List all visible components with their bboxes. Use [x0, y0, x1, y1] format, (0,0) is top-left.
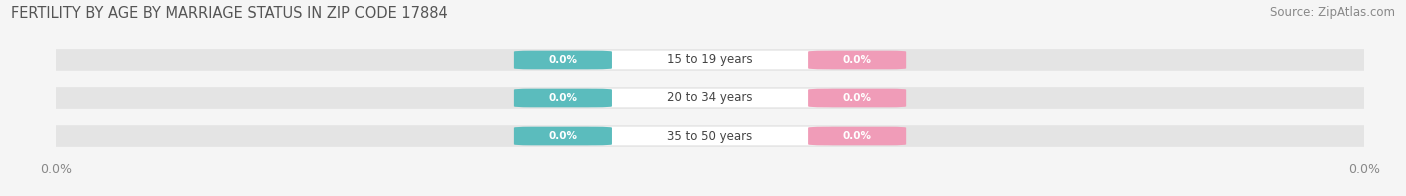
Text: 0.0%: 0.0% — [548, 131, 578, 141]
Text: 0.0%: 0.0% — [842, 55, 872, 65]
FancyBboxPatch shape — [513, 89, 612, 107]
FancyBboxPatch shape — [39, 49, 1381, 71]
FancyBboxPatch shape — [808, 51, 907, 69]
FancyBboxPatch shape — [582, 89, 838, 107]
Text: 0.0%: 0.0% — [842, 93, 872, 103]
FancyBboxPatch shape — [808, 89, 907, 107]
Text: 20 to 34 years: 20 to 34 years — [668, 92, 752, 104]
FancyBboxPatch shape — [513, 127, 612, 145]
Text: Source: ZipAtlas.com: Source: ZipAtlas.com — [1270, 6, 1395, 19]
FancyBboxPatch shape — [39, 125, 1381, 147]
Text: FERTILITY BY AGE BY MARRIAGE STATUS IN ZIP CODE 17884: FERTILITY BY AGE BY MARRIAGE STATUS IN Z… — [11, 6, 449, 21]
FancyBboxPatch shape — [39, 87, 1381, 109]
Text: 35 to 50 years: 35 to 50 years — [668, 130, 752, 142]
Text: 15 to 19 years: 15 to 19 years — [668, 54, 752, 66]
Text: 0.0%: 0.0% — [548, 55, 578, 65]
FancyBboxPatch shape — [808, 127, 907, 145]
Text: 0.0%: 0.0% — [842, 131, 872, 141]
FancyBboxPatch shape — [582, 51, 838, 69]
FancyBboxPatch shape — [582, 127, 838, 145]
Text: 0.0%: 0.0% — [548, 93, 578, 103]
FancyBboxPatch shape — [513, 51, 612, 69]
